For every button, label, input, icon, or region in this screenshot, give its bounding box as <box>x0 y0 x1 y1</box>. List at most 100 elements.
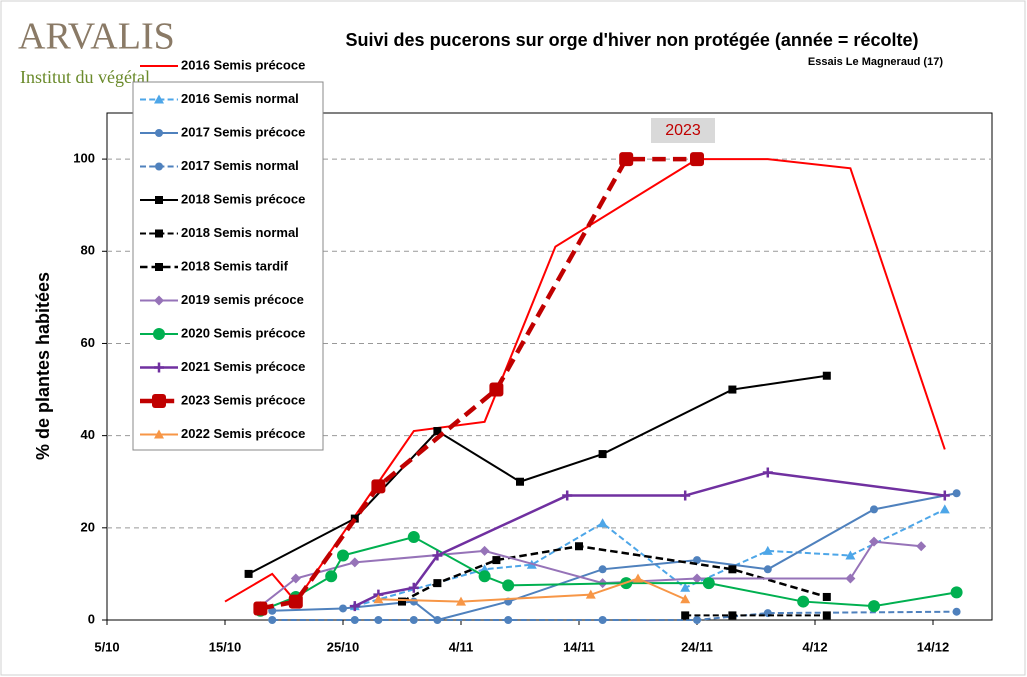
y-tick-label: 80 <box>81 243 95 258</box>
series-line <box>354 508 946 608</box>
series <box>244 371 831 578</box>
marker <box>433 427 442 436</box>
marker <box>575 542 583 551</box>
marker <box>492 556 501 565</box>
marker <box>950 586 963 599</box>
marker <box>939 490 950 501</box>
marker <box>868 600 880 613</box>
marker <box>702 577 715 590</box>
marker <box>349 557 360 568</box>
series-line <box>260 535 957 612</box>
marker <box>155 196 163 204</box>
x-tick-label: 5/10 <box>94 639 119 654</box>
legend-label: 2016 Semis normal <box>181 91 299 106</box>
series-line <box>354 471 945 608</box>
marker <box>244 569 253 578</box>
marker <box>337 549 349 562</box>
marker <box>409 616 418 624</box>
logo-tagline: Institut du végétal <box>20 67 150 87</box>
y-tick-label: 0 <box>88 611 95 626</box>
marker <box>681 611 690 620</box>
marker <box>155 129 163 137</box>
series <box>398 542 831 606</box>
marker <box>155 263 163 271</box>
marker <box>952 489 961 498</box>
chart-title: Suivi des pucerons sur orge d'hiver non … <box>346 30 919 50</box>
marker <box>822 611 831 620</box>
marker <box>680 490 691 501</box>
marker <box>350 514 359 523</box>
marker <box>339 604 347 613</box>
marker <box>597 518 608 528</box>
marker <box>433 616 442 624</box>
x-tick-label: 4/11 <box>449 639 474 654</box>
y-tick-label: 100 <box>73 151 95 166</box>
marker <box>797 595 810 608</box>
y-tick-label: 40 <box>81 427 95 442</box>
y-axis-label: % de plantes habitées <box>33 272 53 460</box>
marker <box>952 607 961 616</box>
marker <box>870 505 878 514</box>
marker <box>845 550 856 560</box>
legend-label: 2021 Semis précoce <box>181 359 305 374</box>
legend-label: 2016 Semis précoce <box>181 57 305 72</box>
marker <box>373 594 384 604</box>
marker <box>728 385 737 394</box>
marker <box>598 450 607 459</box>
legend-label: 2018 Semis normal <box>181 225 299 240</box>
legend-label: 2019 semis précoce <box>181 292 304 307</box>
logo-name: ARVALIS <box>18 16 175 58</box>
marker <box>489 382 504 397</box>
marker <box>585 589 596 599</box>
marker <box>432 550 443 561</box>
marker <box>598 565 607 574</box>
x-tick-label: 4/12 <box>802 639 827 654</box>
x-tick-label: 25/10 <box>327 639 360 654</box>
legend: 2016 Semis précoce 2016 Semis normal 2017 … <box>132 57 324 451</box>
legend-label: 2018 Semis tardif <box>181 258 289 273</box>
series-line <box>401 544 828 603</box>
legend-label: 2017 Semis précoce <box>181 124 305 139</box>
x-tick-label: 14/12 <box>917 639 950 654</box>
marker <box>619 152 634 167</box>
marker <box>408 582 419 593</box>
series <box>253 152 704 616</box>
marker <box>598 616 607 624</box>
marker <box>728 611 737 620</box>
marker <box>253 601 268 616</box>
marker <box>916 541 927 552</box>
marker <box>268 616 277 624</box>
x-tick-label: 15/10 <box>209 639 242 654</box>
chart-subtitle: Essais Le Magneraud (17) <box>808 56 943 68</box>
marker <box>288 594 303 609</box>
marker <box>479 545 490 556</box>
marker <box>680 594 691 604</box>
marker <box>154 429 164 439</box>
legend-label: 2022 Semis précoce <box>181 426 305 441</box>
x-tick-label: 24/11 <box>681 639 713 654</box>
marker <box>155 162 163 171</box>
marker <box>822 592 831 601</box>
marker <box>350 616 359 624</box>
marker <box>409 597 418 606</box>
marker <box>153 328 165 340</box>
marker <box>728 565 737 574</box>
marker <box>693 616 701 624</box>
marker <box>690 152 704 167</box>
marker <box>374 616 383 624</box>
y-tick-label: 20 <box>81 519 95 534</box>
marker <box>939 504 950 514</box>
marker <box>562 490 573 501</box>
y-tick-label: 60 <box>81 335 95 350</box>
marker <box>154 94 164 104</box>
marker <box>633 573 643 583</box>
series <box>681 611 831 620</box>
marker <box>349 601 360 612</box>
marker <box>502 579 515 592</box>
marker <box>456 596 466 606</box>
marker <box>154 362 164 373</box>
legend-label: 2023 Semis précoce <box>181 392 305 407</box>
marker <box>845 573 856 584</box>
marker <box>763 565 772 574</box>
x-tick-label: 14/11 <box>563 639 595 654</box>
